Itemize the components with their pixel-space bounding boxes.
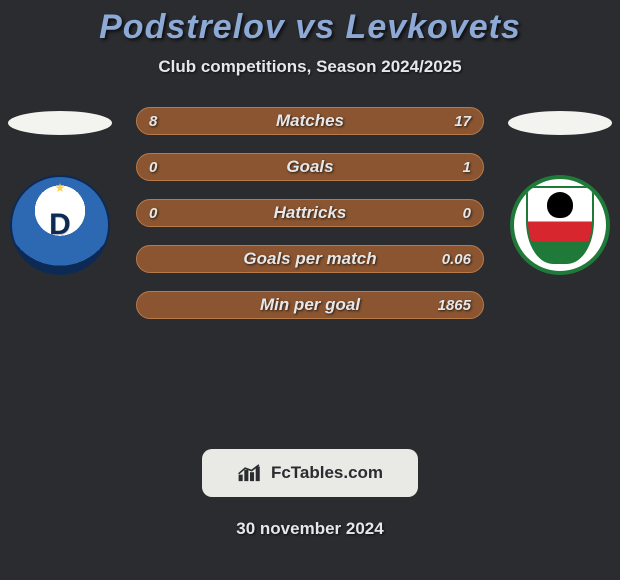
stat-bar: 8 Matches 17 bbox=[136, 107, 484, 135]
stat-value-right: 0 bbox=[463, 205, 471, 222]
stat-value-right: 1 bbox=[463, 159, 471, 176]
content-area: D 8 Matches 17 0 Goals 1 0 Hattricks 0 Goals per … bbox=[0, 107, 620, 427]
player-left-club-badge: D bbox=[10, 175, 110, 275]
player-right-column bbox=[500, 107, 620, 275]
player-right-ellipse-icon bbox=[508, 111, 612, 135]
page-title: Podstrelov vs Levkovets bbox=[0, 0, 620, 47]
watermark: FcTables.com bbox=[202, 449, 418, 497]
stat-value-left: 0 bbox=[149, 205, 157, 222]
stats-bars: 8 Matches 17 0 Goals 1 0 Hattricks 0 Goals per ma… bbox=[136, 107, 484, 319]
stat-label: Hattricks bbox=[274, 203, 347, 223]
subtitle: Club competitions, Season 2024/2025 bbox=[0, 57, 620, 77]
stat-value-left: 0 bbox=[149, 159, 157, 176]
date-text: 30 november 2024 bbox=[0, 519, 620, 539]
stat-label: Goals per match bbox=[243, 249, 376, 269]
comparison-card: Podstrelov vs Levkovets Club competition… bbox=[0, 0, 620, 580]
stat-value-right: 1865 bbox=[438, 297, 471, 314]
shield-icon bbox=[526, 186, 594, 264]
stat-bar: Goals per match 0.06 bbox=[136, 245, 484, 273]
player-left-ellipse-icon bbox=[8, 111, 112, 135]
stat-bar: Min per goal 1865 bbox=[136, 291, 484, 319]
player-left-column: D bbox=[0, 107, 120, 275]
watermark-text: FcTables.com bbox=[271, 463, 383, 483]
bar-chart-icon bbox=[237, 463, 263, 483]
stat-value-right: 0.06 bbox=[442, 251, 471, 268]
stat-value-right: 17 bbox=[454, 113, 471, 130]
stat-bar: 0 Goals 1 bbox=[136, 153, 484, 181]
stat-label: Goals bbox=[286, 157, 333, 177]
stat-label: Matches bbox=[276, 111, 344, 131]
stat-bar: 0 Hattricks 0 bbox=[136, 199, 484, 227]
stat-label: Min per goal bbox=[260, 295, 360, 315]
player-left-badge-letter: D bbox=[49, 208, 71, 242]
stat-value-left: 8 bbox=[149, 113, 157, 130]
player-right-club-badge bbox=[510, 175, 610, 275]
